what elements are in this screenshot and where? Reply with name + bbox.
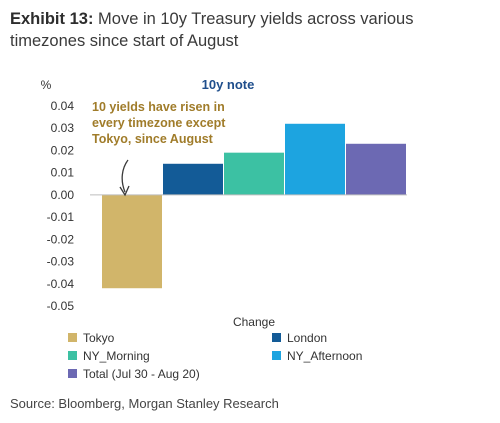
y-tick-label: 0.03 (51, 121, 75, 135)
exhibit-title: Exhibit 13: Move in 10y Treasury yields … (10, 8, 490, 52)
y-tick-label: -0.04 (47, 277, 75, 291)
y-tick-label: -0.02 (47, 232, 75, 246)
legend-label: NY_Afternoon (287, 349, 362, 363)
y-tick-label: -0.05 (47, 299, 75, 313)
bar-ny-morning (224, 152, 284, 195)
legend-label: NY_Morning (83, 349, 150, 363)
legend-label: Total (Jul 30 - Aug 20) (83, 367, 200, 381)
bar-chart: % 10y note 0.04 0.03 0.02 0.01 0.00 -0.01 -0.02 -… (41, 77, 407, 381)
y-tick-label: 0.00 (51, 188, 75, 202)
chart-area: % 10y note 0.04 0.03 0.02 0.01 0.00 -0.01 -0.02 -… (0, 68, 500, 388)
annotation-text-line: 10 yields have risen in (92, 100, 225, 114)
legend-swatch (272, 333, 281, 342)
bar-london (163, 163, 223, 195)
exhibit-title-line2: timezones since start of August (10, 32, 239, 50)
y-tick-label: 0.04 (51, 99, 75, 113)
legend-label: London (287, 331, 327, 345)
bar-tokyo (102, 194, 162, 289)
y-tick-label: 0.01 (51, 166, 75, 180)
legend-swatch (68, 369, 77, 378)
y-tick-label: -0.03 (47, 255, 75, 269)
legend-swatch (68, 351, 77, 360)
y-tick-label: -0.01 (47, 210, 75, 224)
y-tick-label: 0.02 (51, 143, 75, 157)
annotation-arrow-head (119, 185, 130, 197)
source-note: Source: Bloomberg, Morgan Stanley Resear… (10, 396, 279, 411)
annotation-arrow (121, 159, 129, 193)
legend-swatch (272, 351, 281, 360)
legend-label: Tokyo (83, 331, 115, 345)
bar-ny-afternoon (285, 123, 345, 195)
x-axis-label: Change (233, 315, 275, 329)
chart-title: 10y note (202, 77, 255, 92)
exhibit-label: Exhibit 13: (10, 10, 94, 28)
exhibit-title-line1: Move in 10y Treasury yields across vario… (93, 10, 414, 28)
annotation-text-line: Tokyo, since August (92, 132, 214, 146)
annotation-text-line: every timezone except (92, 116, 226, 130)
legend-swatch (68, 333, 77, 342)
bar-total-jul-30-aug-20- (346, 143, 406, 195)
y-axis-unit-label: % (41, 78, 52, 92)
